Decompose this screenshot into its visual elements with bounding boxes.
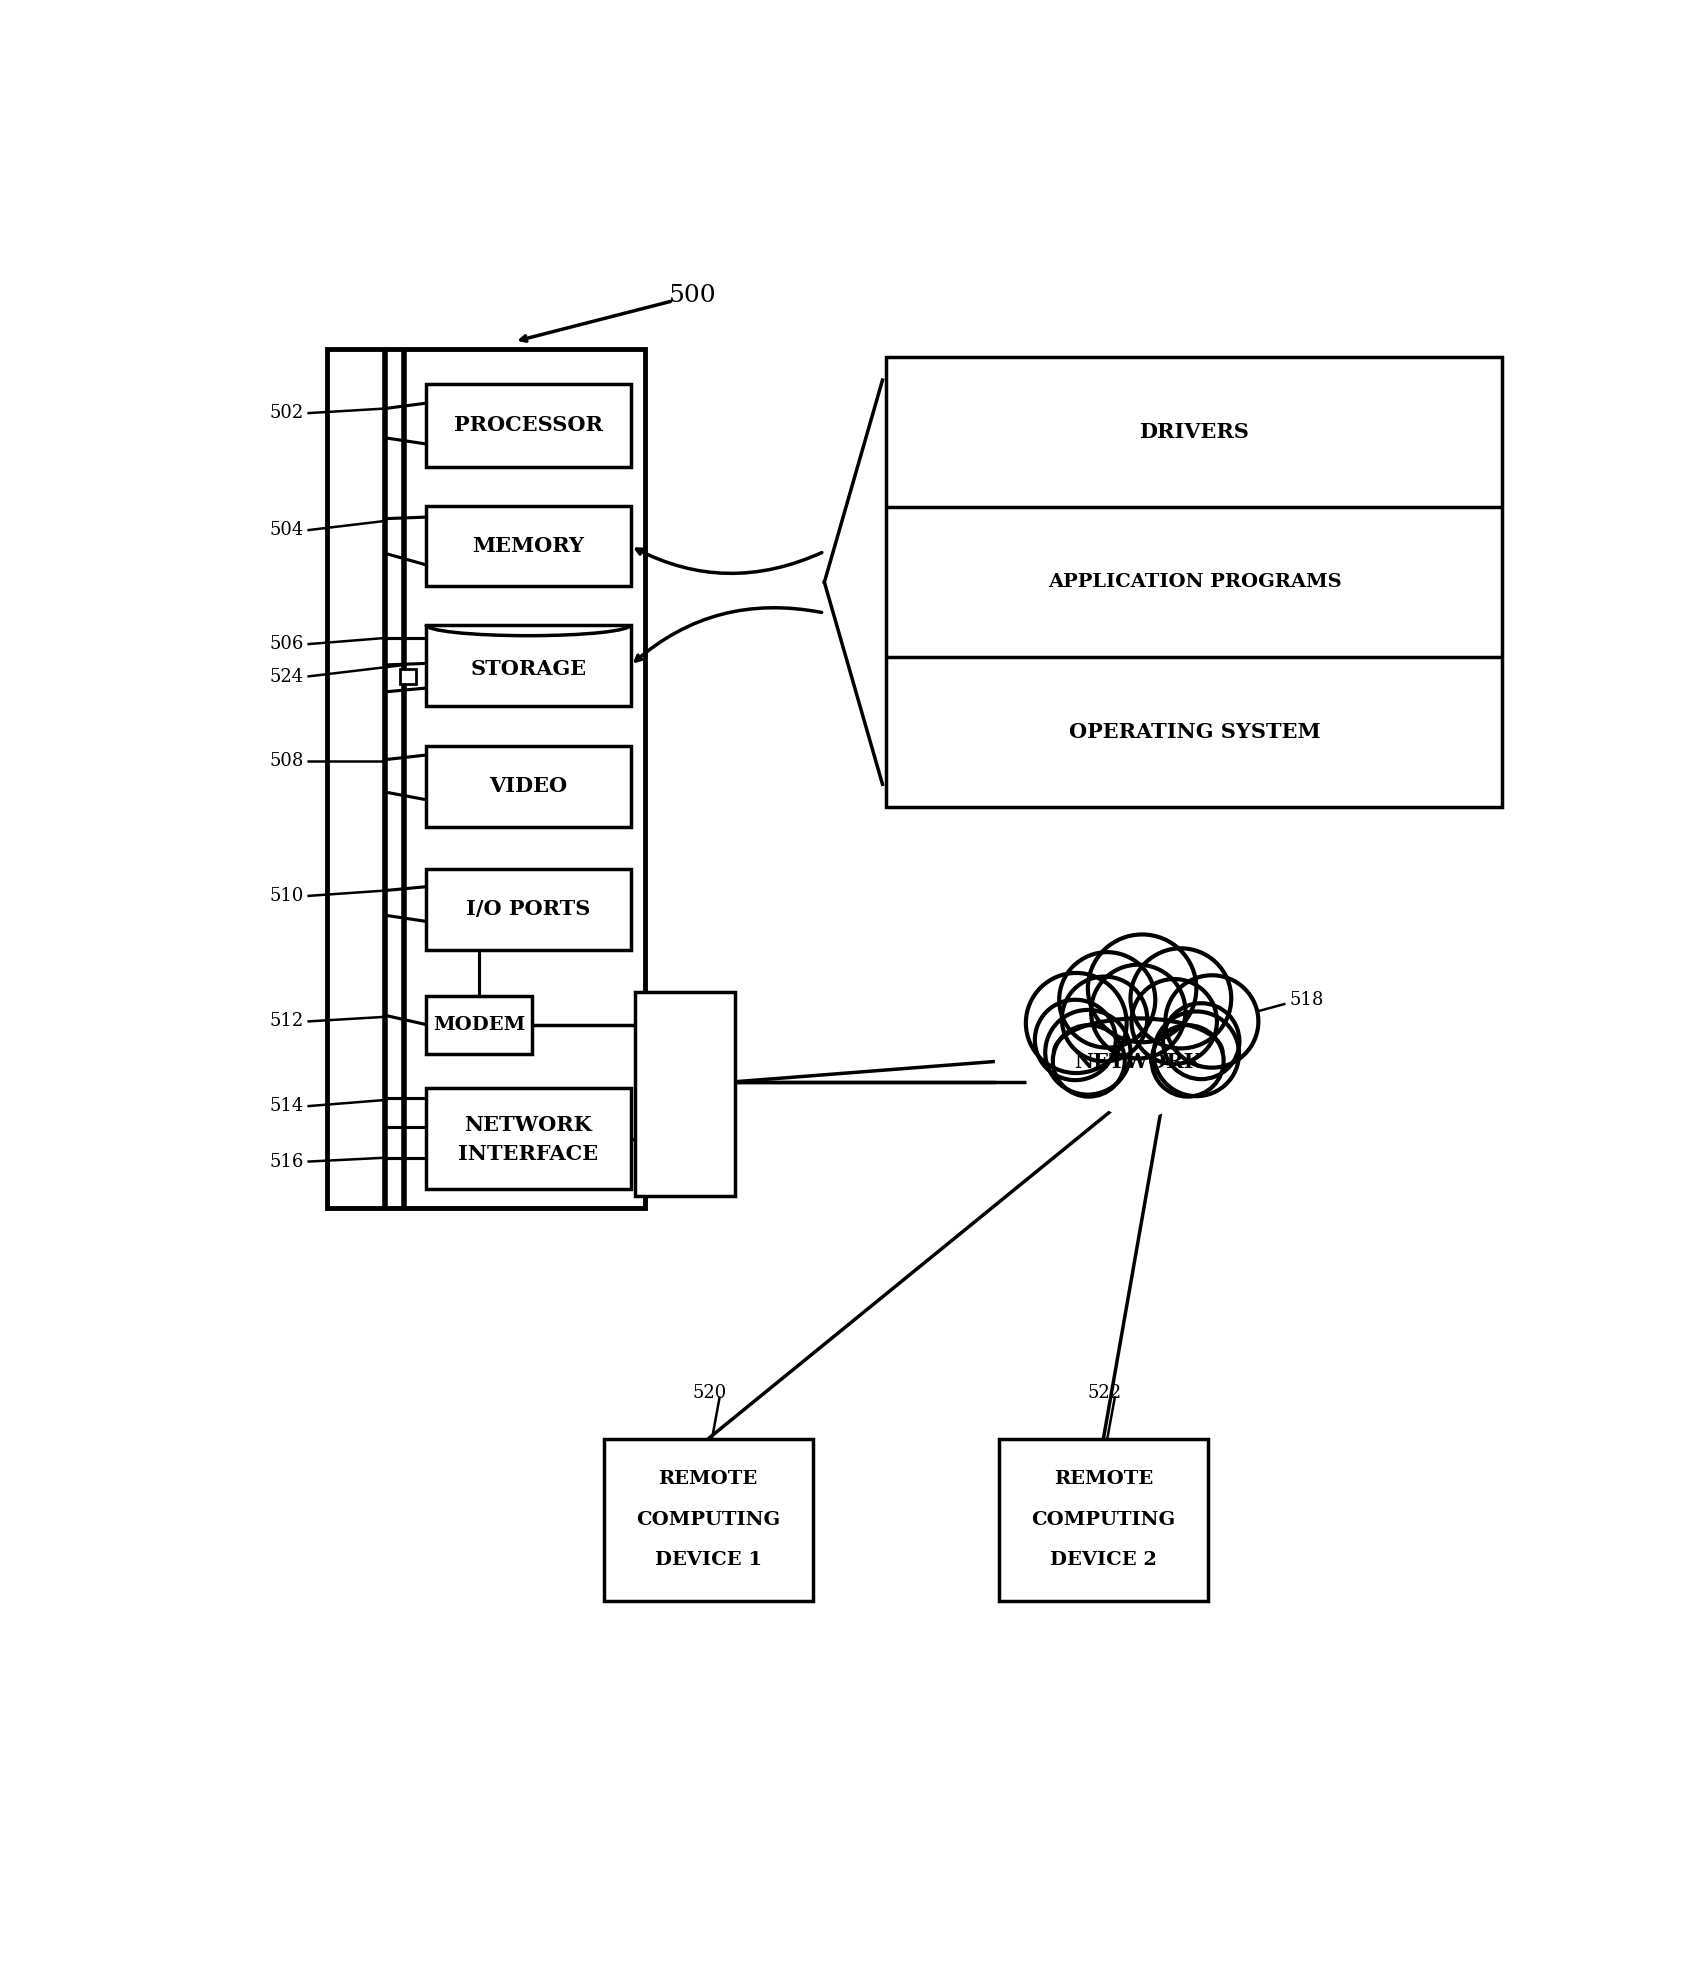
Text: 506: 506 (270, 636, 304, 653)
Text: 508: 508 (270, 752, 304, 770)
Text: 522: 522 (1088, 1384, 1122, 1402)
Bar (426, 1089, 631, 1188)
Circle shape (1154, 1012, 1239, 1097)
Bar (426, 746, 631, 828)
Text: DEVICE 1: DEVICE 1 (655, 1550, 762, 1568)
Bar (1000, 1439, 1208, 1600)
Text: VIDEO: VIDEO (489, 776, 567, 796)
Text: 502: 502 (270, 404, 304, 422)
Circle shape (1130, 948, 1232, 1047)
Text: STORAGE: STORAGE (470, 659, 587, 679)
Text: OPERATING SYSTEM: OPERATING SYSTEM (1069, 723, 1320, 742)
Text: 500: 500 (669, 283, 716, 307)
Text: 512: 512 (270, 1012, 304, 1030)
Text: NETWORK: NETWORK (465, 1115, 592, 1135)
Bar (604, 1439, 813, 1600)
Circle shape (1059, 952, 1156, 1047)
Text: REMOTE: REMOTE (658, 1471, 759, 1489)
Text: COMPUTING: COMPUTING (1032, 1511, 1176, 1529)
Text: INTERFACE: INTERFACE (458, 1144, 599, 1164)
Bar (426, 996, 533, 1053)
Text: 504: 504 (270, 521, 304, 539)
Circle shape (1132, 978, 1217, 1063)
Text: DEVICE 2: DEVICE 2 (1050, 1550, 1157, 1568)
Text: 524: 524 (270, 667, 304, 685)
Text: 514: 514 (270, 1097, 304, 1115)
Ellipse shape (1054, 1018, 1222, 1087)
Bar (328, 348, 645, 1208)
Text: 510: 510 (270, 887, 304, 905)
Text: NETWORK: NETWORK (1074, 1051, 1201, 1071)
Bar (400, 669, 416, 685)
Circle shape (1078, 998, 1198, 1117)
Bar (635, 992, 735, 1196)
Text: I/O PORTS: I/O PORTS (467, 899, 591, 919)
Text: MEMORY: MEMORY (472, 537, 584, 556)
Text: REMOTE: REMOTE (1054, 1471, 1152, 1489)
Bar (426, 384, 631, 467)
Circle shape (1027, 972, 1127, 1073)
Text: 518: 518 (1290, 990, 1324, 1010)
Circle shape (1152, 1026, 1224, 1097)
Circle shape (1091, 964, 1186, 1059)
Circle shape (1052, 1026, 1125, 1097)
Circle shape (1166, 976, 1259, 1067)
Circle shape (1088, 935, 1196, 1041)
Text: APPLICATION PROGRAMS: APPLICATION PROGRAMS (1047, 572, 1341, 592)
Text: DRIVERS: DRIVERS (1139, 422, 1249, 442)
Circle shape (1062, 976, 1147, 1061)
Bar (886, 356, 1502, 808)
Text: COMPUTING: COMPUTING (636, 1511, 781, 1529)
Bar (426, 505, 631, 586)
Bar (426, 869, 631, 950)
Circle shape (1162, 1004, 1239, 1079)
Text: 520: 520 (692, 1384, 726, 1402)
Text: 516: 516 (270, 1152, 304, 1170)
Text: MODEM: MODEM (433, 1016, 526, 1034)
Bar (426, 626, 631, 705)
Text: PROCESSOR: PROCESSOR (453, 416, 602, 436)
Circle shape (1035, 1000, 1115, 1081)
Circle shape (1045, 1010, 1130, 1095)
